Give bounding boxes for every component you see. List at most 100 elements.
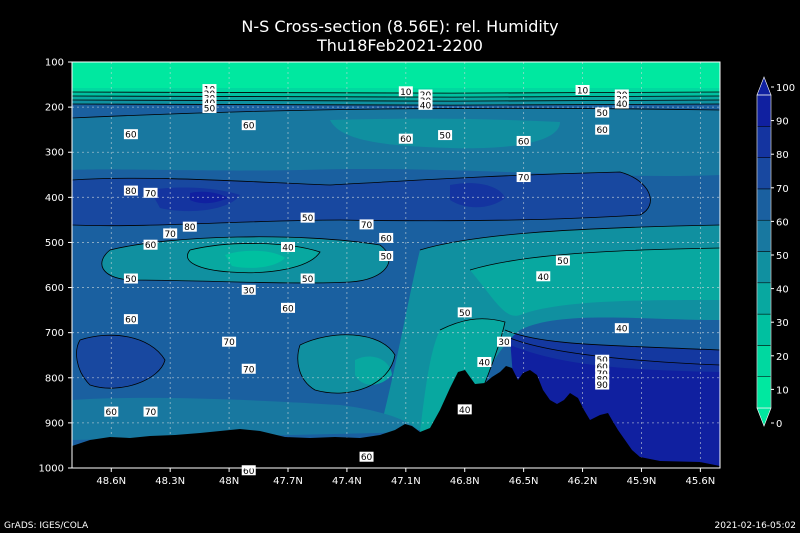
contour-label: 40 bbox=[614, 98, 629, 110]
contour-label-bg-34 bbox=[241, 284, 256, 295]
contour-label-bg-8 bbox=[418, 99, 433, 110]
contour-label: 50 bbox=[438, 130, 453, 142]
colorbar-label: 100 bbox=[776, 83, 795, 94]
contour-label-bg-31 bbox=[555, 255, 570, 266]
contour-label-bg-42 bbox=[477, 356, 492, 367]
contour-label: 70 bbox=[163, 228, 178, 240]
contour-label-text: 80 bbox=[125, 187, 137, 197]
chart-subtitle: Thu18Feb2021-2200 bbox=[316, 36, 483, 55]
contour-label-text: 40 bbox=[538, 273, 550, 283]
footer-right: 2021-02-16-05:02 bbox=[715, 521, 797, 531]
colorbar-segment-0 bbox=[756, 376, 772, 409]
contour-label-text: 60 bbox=[243, 122, 255, 132]
x-tick-label: 46.8N bbox=[450, 476, 480, 487]
x-axis: 48.6N 48.3N 48N 47.7N 47.4N 47.1N 46.8N 46.5N 46… bbox=[96, 468, 715, 487]
colorbar-segment-6 bbox=[756, 188, 772, 221]
contour-label-text: 60 bbox=[282, 304, 294, 314]
contour-label: 70 bbox=[143, 406, 158, 418]
y-tick-label: 500 bbox=[45, 238, 64, 249]
contour-label-text: 40 bbox=[616, 325, 628, 335]
contour-label-text: 60 bbox=[106, 408, 118, 418]
contour-label-text: 60 bbox=[361, 453, 373, 463]
colorbar-label: 80 bbox=[776, 150, 789, 161]
contour-label: 50 bbox=[595, 107, 610, 119]
y-tick-label: 400 bbox=[45, 193, 64, 204]
y-tick-label: 200 bbox=[45, 103, 64, 114]
contour-label-bg-20 bbox=[516, 172, 531, 183]
contour-label: 40 bbox=[418, 99, 433, 111]
contour-label: 40 bbox=[536, 271, 551, 283]
contour-label: 70 bbox=[516, 172, 531, 184]
contour-label-text: 60 bbox=[518, 137, 530, 147]
contour-label-bg-37 bbox=[123, 314, 138, 325]
contour-label-text: 90 bbox=[596, 381, 608, 391]
contour-label-text: 70 bbox=[164, 230, 176, 240]
contour-label-text: 50 bbox=[596, 109, 608, 119]
contour-label-bg-50 bbox=[143, 406, 158, 417]
contour-label-bg-49 bbox=[104, 406, 119, 417]
x-tick-label: 48N bbox=[219, 476, 239, 487]
contour-fill-10-top bbox=[72, 88, 720, 94]
y-tick-label: 1000 bbox=[39, 464, 64, 475]
chart-title: N-S Cross-section (8.56E): rel. Humidity bbox=[241, 17, 558, 36]
y-tick-label: 700 bbox=[45, 328, 64, 339]
contour-fill-0-top bbox=[72, 62, 720, 88]
contour-label-text: 50 bbox=[302, 275, 314, 285]
contour-label: 40 bbox=[614, 323, 629, 335]
contour-label: 70 bbox=[222, 336, 237, 348]
contour-label-bg-26 bbox=[300, 212, 315, 223]
colorbar-segment-8 bbox=[756, 126, 772, 158]
contour-fill-70-lower-left bbox=[76, 335, 165, 389]
colorbar-segment-1 bbox=[756, 345, 772, 377]
contour-label-text: 40 bbox=[420, 101, 432, 111]
contour-label: 60 bbox=[123, 314, 138, 326]
colorbar-label: 40 bbox=[776, 285, 789, 296]
contour-label-bg-23 bbox=[182, 221, 197, 232]
contour-label: 60 bbox=[359, 451, 374, 463]
y-tick-label: 900 bbox=[45, 418, 64, 429]
colorbar-label: 50 bbox=[776, 251, 789, 262]
contour-label: 10 bbox=[398, 86, 413, 98]
contour-label-bg-45 bbox=[595, 361, 610, 372]
contour-label-text: 10 bbox=[400, 88, 412, 98]
contour-label: 50 bbox=[300, 273, 315, 285]
contour-label: 60 bbox=[595, 361, 610, 373]
contour-label-text: 80 bbox=[184, 223, 196, 233]
contour-label-text: 40 bbox=[282, 243, 294, 253]
x-tick-label: 47.1N bbox=[391, 476, 421, 487]
colorbar-segment-5 bbox=[756, 219, 772, 252]
contour-label-bg-29 bbox=[281, 241, 295, 252]
colorbar: 0 10 20 30 40 50 60 70 80 90 100 bbox=[756, 76, 795, 430]
contour-label-text: 30 bbox=[498, 338, 510, 348]
contour-label: 60 bbox=[241, 120, 256, 132]
contour-fill-40-mid bbox=[470, 248, 720, 316]
colorbar-label: 10 bbox=[776, 385, 789, 396]
contour-label: 80 bbox=[182, 221, 197, 233]
colorbar-label: 60 bbox=[776, 217, 789, 228]
contour-label-text: 70 bbox=[361, 221, 373, 231]
contour-label: 60 bbox=[398, 133, 413, 145]
contour-label-text: 60 bbox=[380, 234, 392, 244]
colorbar-segment-7 bbox=[756, 157, 772, 190]
contour-label-bg-9 bbox=[575, 84, 590, 95]
contour-label-text: 50 bbox=[380, 252, 392, 262]
contour-fill-80-right bbox=[450, 183, 505, 208]
colorbar-label: 0 bbox=[776, 419, 782, 430]
contour-label-text: 50 bbox=[557, 257, 569, 267]
contour-label: 30 bbox=[241, 284, 256, 296]
x-tick-label: 46.5N bbox=[509, 476, 539, 487]
contour-label-bg-17 bbox=[398, 133, 413, 144]
contour-label-bg-15 bbox=[123, 129, 138, 140]
contour-label-text: 70 bbox=[223, 338, 235, 348]
footer-left: GrADS: IGES/COLA bbox=[4, 521, 89, 531]
y-tick-label: 600 bbox=[45, 283, 64, 294]
contour-label: 60 bbox=[143, 239, 158, 251]
x-tick-label: 48.6N bbox=[96, 476, 126, 487]
contour-label-text: 70 bbox=[518, 174, 530, 184]
contour-label: 60 bbox=[379, 232, 394, 244]
contour-label-text: 50 bbox=[125, 275, 137, 285]
contour-label-text: 50 bbox=[596, 356, 608, 366]
contour-label-bg-43 bbox=[614, 323, 629, 334]
contour-label-text: 60 bbox=[596, 363, 608, 373]
